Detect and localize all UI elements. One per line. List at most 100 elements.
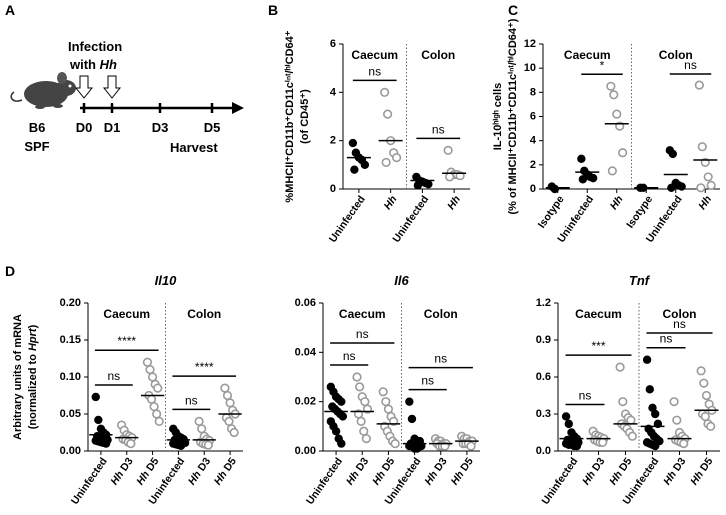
data-point [153,383,163,393]
data-point [361,434,371,444]
timepoint: D1 [104,120,121,135]
significance-label: ns [673,317,686,331]
y-tick-label: 6 [530,110,536,122]
data-point [94,415,103,425]
x-tick-label: Hh D5 [688,455,715,487]
timeline-arrowhead [232,102,244,114]
y-tick-label: 2 [330,135,336,147]
data-point [222,390,233,401]
data-point [651,409,660,419]
y-tick-label: 0.6 [536,371,551,383]
panel-a: A Infection with Hh D0 D1 D3 D5 Harvest [5,2,244,155]
data-point [413,444,422,453]
data-point [352,372,362,382]
chart-title: Il6 [394,273,409,288]
y-tick-label: 0.00 [60,445,81,457]
y-axis-label: Arbitrary units of mRNA [12,314,24,440]
data-point [672,415,682,425]
y-tick-label: 0.0 [536,445,551,457]
x-tick-label: Hh D5 [370,455,397,487]
x-tick-label: Hh [445,193,463,211]
data-point [355,382,365,392]
y-tick-label: 8 [530,86,536,98]
infection-label: Infection [68,39,122,54]
significance-label: ns [660,332,673,346]
x-tick-label: Hh D3 [580,455,607,487]
data-point [378,387,388,397]
data-point [142,357,153,367]
data-point [668,149,677,159]
data-point [669,397,679,407]
data-point [645,385,654,394]
data-point [618,397,628,407]
data-point [699,378,709,388]
x-tick-label: Hh D5 [212,455,239,487]
y-tick-label: 0.10 [60,371,81,383]
x-tick-label: Hh D3 [661,455,688,487]
infection-arrows [74,75,122,99]
data-point [348,138,358,148]
x-tick-label: Hh D5 [607,455,634,487]
significance-label: ns [356,327,369,341]
data-point [443,145,453,155]
y-tick-label: 0.02 [295,396,316,408]
data-point [706,421,716,431]
y-tick-label: 0.3 [536,408,551,420]
significance-label: ns [684,58,697,72]
data-point [572,441,582,451]
data-point [381,397,391,407]
section-label: Colon [663,307,697,321]
data-point [91,392,100,402]
data-point [618,148,628,158]
data-point [337,439,346,448]
data-point [350,165,359,174]
x-tick-label: Isotype [536,193,567,230]
chart-title: Tnf [629,273,651,288]
section-label: Colon [421,48,455,62]
significance-label: **** [195,360,214,374]
y-axis-label: (% of MHCII⁺CD11b⁺CD11cⁱⁿᵗ/ʰⁱCD64⁺) [506,18,519,214]
data-point [220,383,230,393]
x-tick-label: Uninfected [539,455,580,506]
strain-label: B6 [29,120,46,135]
data-point [356,416,366,427]
y-tick-label: 0.06 [295,297,316,309]
panel-label: C [508,2,518,18]
data-point [701,390,712,401]
data-point [651,441,660,451]
x-tick-label: Hh D3 [422,455,449,487]
data-point [405,397,414,406]
significance-label: ns [434,352,447,366]
x-tick-label: Uninfected [304,455,345,506]
section-label: Colon [187,307,221,321]
y-tick-label: 4 [530,135,537,147]
y-tick-label: 0.20 [60,297,81,309]
section-label: Caecum [339,307,386,321]
data-point [615,362,625,372]
data-point [696,183,706,193]
data-point [337,397,346,406]
data-point [407,414,417,424]
data-point [609,90,619,100]
strain-label: SPF [24,139,49,154]
mouse-icon [10,72,76,109]
y-axis-label: %MHCII⁺CD11b⁺CD11cⁱⁿᵗ/ʰⁱCD64⁺ [283,30,296,202]
data-point [145,365,155,375]
data-point [413,181,423,190]
panel-label: D [5,263,15,279]
data-point [626,415,636,425]
data-point [126,439,136,449]
significance-label: ns [579,389,592,403]
data-point [101,439,111,448]
data-point [392,152,402,163]
y-axis-label: (of CD45⁺) [299,89,311,144]
significance-label: ns [185,394,198,408]
data-point [577,154,586,163]
data-point [383,109,393,119]
data-point [424,179,433,189]
significance-label: ns [421,374,434,388]
data-point [331,427,341,436]
data-point [359,426,369,436]
data-point [677,182,686,191]
